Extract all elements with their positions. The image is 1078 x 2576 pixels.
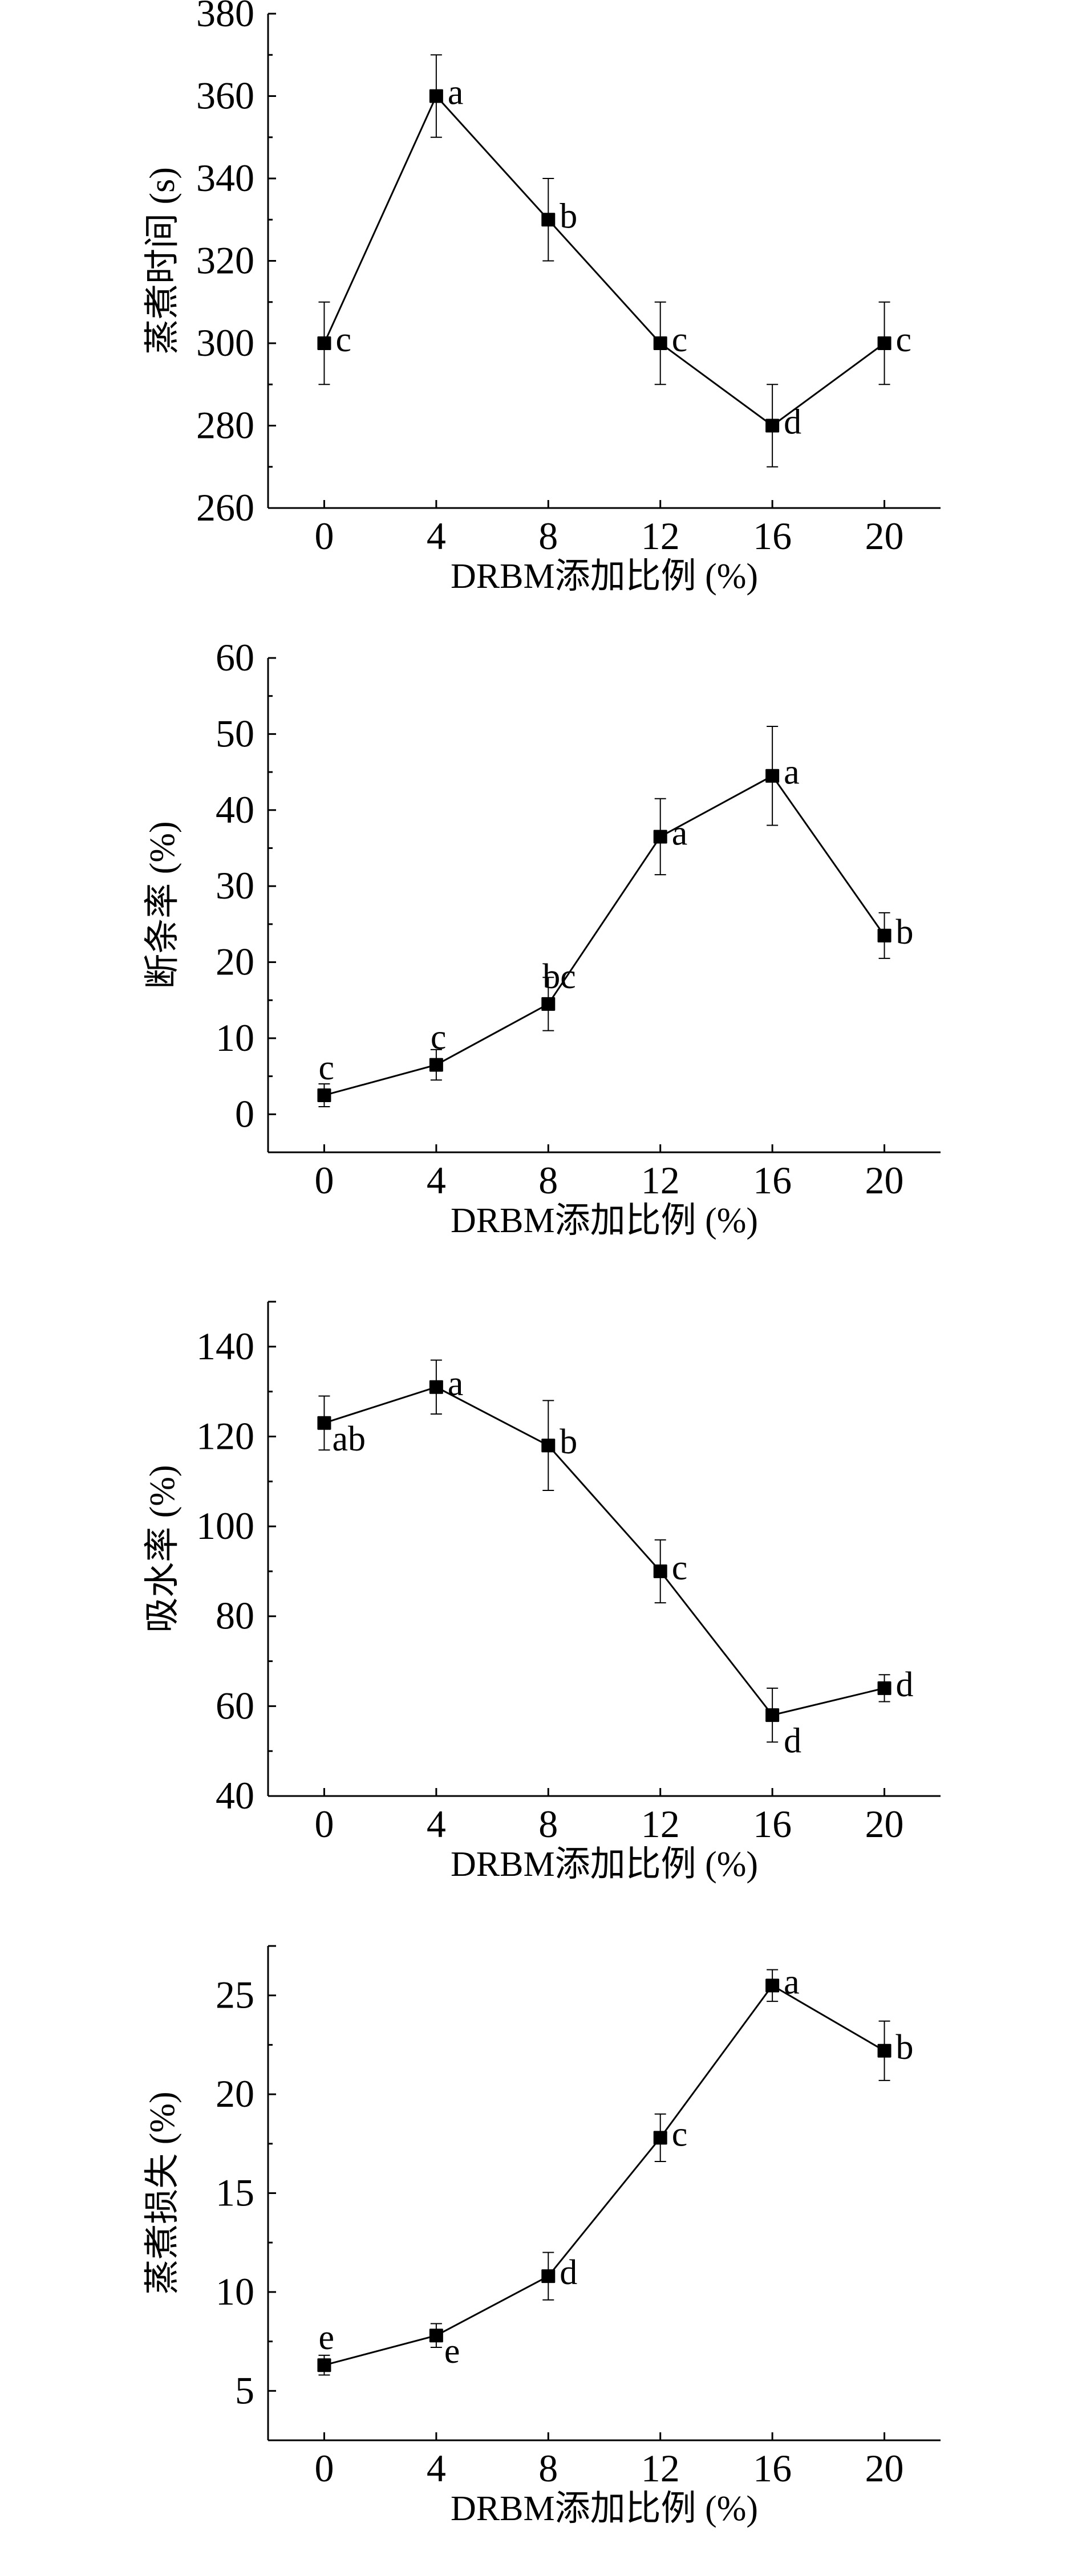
svg-text:20: 20 [865,1802,904,1846]
svg-text:0: 0 [314,1159,334,1202]
svg-text:16: 16 [753,1802,792,1846]
svg-text:c: c [318,1048,334,1087]
svg-text:a: a [784,753,800,791]
svg-text:8: 8 [538,514,558,558]
svg-text:c: c [335,320,351,359]
svg-text:30: 30 [216,864,254,907]
svg-text:25: 25 [216,1973,254,2016]
svg-text:a: a [672,814,688,852]
svg-text:80: 80 [216,1594,254,1638]
svg-text:300: 300 [196,321,254,364]
svg-text:100: 100 [196,1504,254,1547]
svg-text:蒸煮时间 (s): 蒸煮时间 (s) [143,167,182,355]
svg-text:4: 4 [427,1802,446,1846]
svg-text:12: 12 [641,1159,680,1202]
svg-text:60: 60 [216,1684,254,1727]
svg-text:0: 0 [314,514,334,558]
svg-text:260: 260 [196,486,254,529]
svg-text:8: 8 [538,1159,558,1202]
svg-text:0: 0 [314,2447,334,2490]
svg-text:50: 50 [216,712,254,755]
svg-text:b: b [896,2028,914,2066]
svg-text:d: d [560,2253,577,2292]
svg-text:c: c [672,2115,688,2154]
svg-text:380: 380 [196,0,254,35]
svg-text:c: c [672,320,688,359]
svg-text:c: c [672,1549,688,1587]
svg-text:20: 20 [865,2447,904,2490]
svg-text:蒸煮损失 (%): 蒸煮损失 (%) [143,2091,182,2294]
svg-text:15: 15 [216,2171,254,2214]
svg-text:5: 5 [235,2368,254,2412]
svg-text:bc: bc [542,957,576,996]
svg-text:40: 40 [216,1774,254,1817]
svg-text:20: 20 [865,514,904,558]
svg-text:12: 12 [641,1802,680,1846]
svg-text:16: 16 [753,1159,792,1202]
svg-text:10: 10 [216,1015,254,1059]
svg-text:c: c [431,1018,447,1057]
svg-text:b: b [560,1423,577,1461]
svg-text:吸水率 (%): 吸水率 (%) [143,1465,182,1632]
svg-text:120: 120 [196,1414,254,1457]
svg-text:140: 140 [196,1324,254,1368]
svg-text:0: 0 [314,1802,334,1846]
svg-text:b: b [560,197,577,235]
svg-text:320: 320 [196,239,254,282]
svg-text:d: d [784,1721,801,1760]
svg-text:d: d [784,403,801,442]
svg-text:a: a [448,74,464,112]
svg-text:8: 8 [538,2447,558,2490]
svg-text:16: 16 [753,514,792,558]
svg-text:DRBM添加比例 (%): DRBM添加比例 (%) [451,557,758,596]
svg-text:断条率 (%): 断条率 (%) [143,821,182,989]
svg-text:e: e [318,2318,334,2357]
svg-text:8: 8 [538,1802,558,1846]
svg-text:b: b [896,912,914,951]
svg-text:16: 16 [753,2447,792,2490]
svg-text:340: 340 [196,156,254,200]
svg-text:c: c [896,320,912,359]
svg-text:20: 20 [865,1159,904,1202]
svg-text:DRBM添加比例 (%): DRBM添加比例 (%) [451,1845,758,1884]
svg-text:12: 12 [641,514,680,558]
svg-text:4: 4 [427,2447,446,2490]
svg-text:360: 360 [196,74,254,117]
svg-text:12: 12 [641,2447,680,2490]
svg-text:20: 20 [216,940,254,983]
svg-text:40: 40 [216,787,254,831]
svg-text:ab: ab [332,1420,366,1458]
svg-text:4: 4 [427,514,446,558]
svg-text:280: 280 [196,404,254,447]
svg-text:DRBM添加比例 (%): DRBM添加比例 (%) [451,2489,758,2528]
svg-text:4: 4 [427,1159,446,1202]
svg-text:d: d [896,1665,914,1704]
svg-text:20: 20 [216,2072,254,2115]
svg-text:a: a [784,1963,800,2001]
svg-text:0: 0 [235,1092,254,1135]
svg-text:e: e [444,2332,460,2371]
svg-text:60: 60 [216,644,254,679]
svg-text:DRBM添加比例 (%): DRBM添加比例 (%) [451,1201,758,1240]
svg-text:10: 10 [216,2269,254,2313]
svg-text:a: a [448,1364,464,1403]
